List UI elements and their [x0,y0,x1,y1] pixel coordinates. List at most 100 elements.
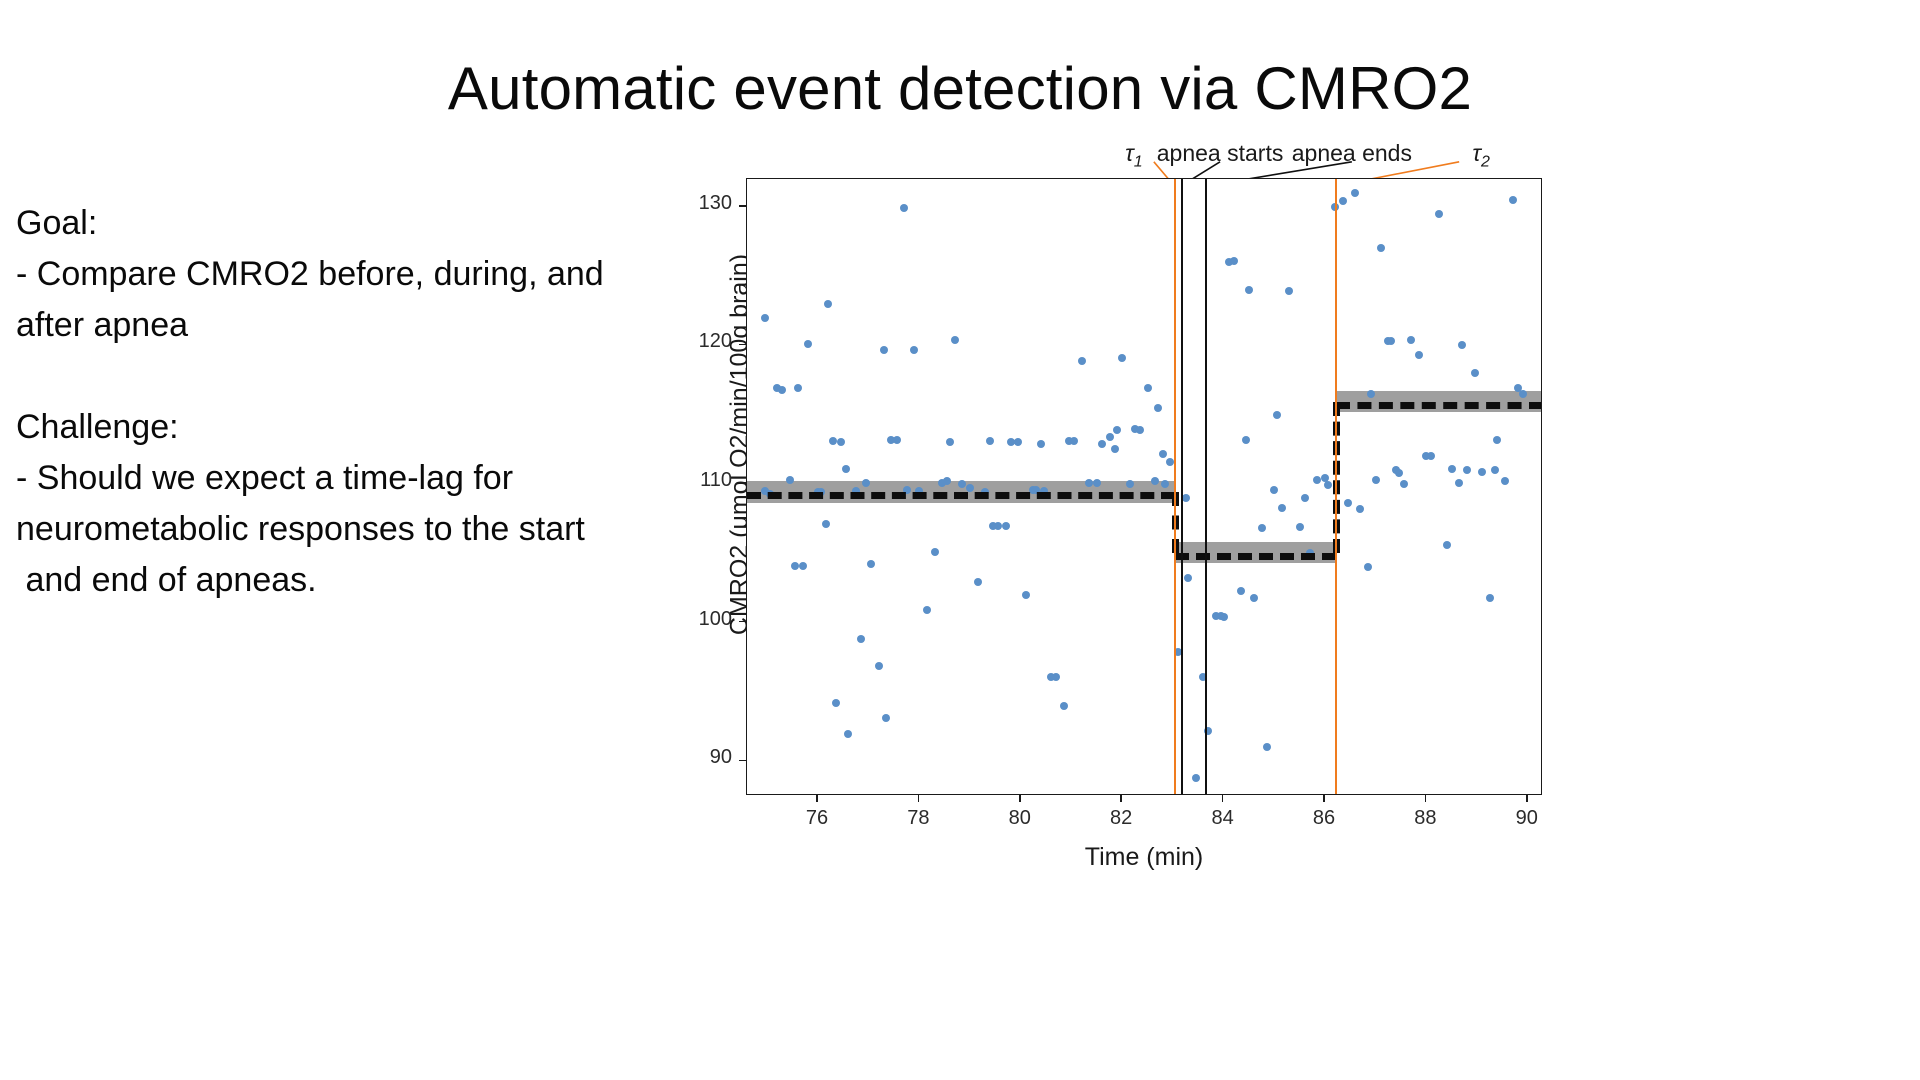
scatter-point [1037,439,1046,448]
scatter-point [1001,521,1010,530]
scatter-point [1039,486,1048,495]
scatter-point [1242,435,1251,444]
scatter-point [1257,524,1266,533]
x-tick-label: 88 [1414,807,1437,829]
tau-symbol: τ [1125,139,1134,166]
scatter-point [1422,452,1431,461]
scatter-point [922,606,931,615]
body-text-block: Goal: - Compare CMRO2 before, during, and… [16,198,676,606]
x-tick-mark [816,795,818,802]
body-line: neurometabolic responses to the start [16,510,585,548]
scatter-point [1435,209,1444,218]
y-tick-label: 100 [698,607,732,630]
scatter-point [1031,485,1040,494]
cmro2-scatter-figure: τ1 apnea starts apnea ends τ2 CMRO2 (μmol O… [660,130,1920,1080]
scatter-point [950,335,959,344]
x-tick-mark [1525,795,1528,802]
scatter-point [1364,563,1373,572]
scatter-point [1399,480,1408,489]
x-tick-label: 78 [907,807,930,829]
body-line: and end of apneas. [16,561,317,599]
scatter-point [1513,384,1522,393]
scatter-point [844,729,853,738]
body-line-blank [16,351,676,402]
scatter-point [1070,437,1079,446]
scatter-point [1158,449,1167,458]
scatter-point [902,485,911,494]
scatter-point [1493,435,1502,444]
scatter-point [1500,477,1509,486]
scatter-point [910,345,919,354]
x-tick-mark [1424,795,1427,802]
event-line-tau-1 [1174,179,1177,794]
scatter-point [1485,593,1494,602]
tau-symbol: τ [1472,139,1482,166]
scatter-point [1135,425,1144,434]
scatter-point [1014,438,1023,447]
scatter-point [867,560,876,569]
x-tick-mark [917,795,920,802]
scatter-point [1224,258,1233,267]
scatter-point [993,521,1002,530]
scatter-point [824,299,833,308]
x-tick-label: 84 [1211,807,1234,829]
body-line: - Should we expect a time-lag for [16,459,514,497]
scatter-point [821,520,830,529]
plot-axes [746,178,1542,795]
event-line-tau-2 [1335,179,1338,794]
scatter-point [1323,481,1332,490]
body-line: Goal: [16,204,98,242]
scatter-point [1351,188,1360,197]
scatter-point [1356,504,1365,513]
scatter-point [1320,474,1329,483]
scatter-point [760,313,769,322]
scatter-point [1407,335,1416,344]
scatter-point [786,475,795,484]
x-tick-mark [1018,795,1021,802]
scatter-point [879,345,888,354]
scatter-point [1518,389,1527,398]
scatter-point [1343,499,1352,508]
scatter-point [1300,493,1309,502]
y-tick-mark [739,620,746,623]
scatter-point [988,521,997,530]
scatter-point [1143,384,1152,393]
scatter-point [1021,590,1030,599]
scatter-point [836,438,845,447]
scatter-point [1052,672,1061,681]
scatter-point [798,561,807,570]
scatter-point [778,385,787,394]
scatter-point [1130,424,1139,433]
scatter-point [1237,586,1246,595]
scatter-point [1427,452,1436,461]
scatter-point [1166,457,1175,466]
x-tick-label: 82 [1110,807,1133,829]
scatter-point [1059,701,1068,710]
scatter-point [852,486,860,495]
y-tick-label: 120 [698,330,732,353]
scatter-point [831,699,840,708]
scatter-point [1386,337,1395,346]
step-level-line [747,492,1176,500]
scatter-point [773,384,782,393]
scatter-point [1105,432,1114,441]
event-line-apnea-ends [1205,179,1208,794]
x-tick-mark [1221,795,1224,802]
scatter-point [1097,439,1106,448]
scatter-point [1455,478,1464,487]
scatter-point [829,437,838,446]
scatter-point [1204,726,1213,735]
y-tick-label: 90 [709,746,732,769]
y-tick-mark [739,204,746,207]
y-tick-label: 130 [698,191,732,214]
x-tick-mark [1323,795,1325,802]
scatter-point [1442,541,1451,550]
scatter-point [1313,475,1322,484]
scatter-point [1125,480,1134,489]
scatter-point [887,435,896,444]
scatter-point [1478,467,1487,476]
x-axis-label: Time (min) [1084,843,1204,871]
step-level-line [1336,402,1541,410]
scatter-point [915,486,924,495]
